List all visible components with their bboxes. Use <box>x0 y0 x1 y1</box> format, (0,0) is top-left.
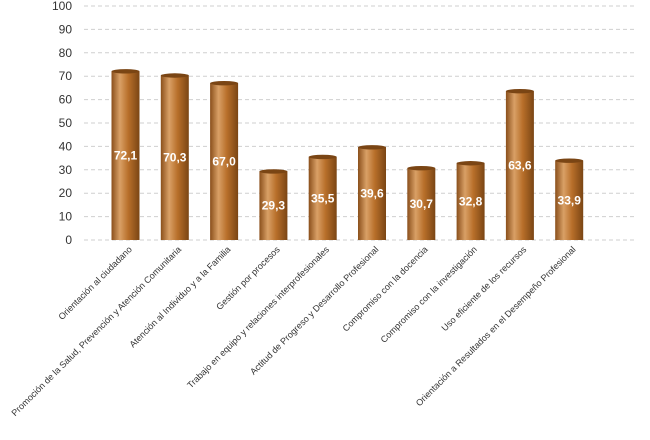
bar-top <box>308 154 337 160</box>
y-tick-label: 100 <box>52 0 72 13</box>
y-tick-label: 30 <box>59 163 73 177</box>
y-axis-ticks: 0 10 20 30 40 50 60 70 80 90 100 <box>52 0 72 247</box>
category-label: Uso eficiente de los recursos <box>440 244 529 333</box>
data-label: 70,3 <box>163 151 187 165</box>
bar-top <box>555 158 584 163</box>
bar <box>308 156 337 240</box>
data-label: 63,6 <box>508 159 532 173</box>
bar <box>407 168 436 240</box>
y-tick-label: 0 <box>65 233 72 247</box>
bar <box>111 71 140 240</box>
bar <box>259 171 288 240</box>
y-tick-label: 10 <box>59 210 73 224</box>
bar <box>358 147 386 240</box>
bars <box>111 69 584 241</box>
data-label: 72,1 <box>114 149 138 163</box>
y-tick-label: 90 <box>59 22 73 36</box>
bar-top <box>358 145 386 150</box>
bar <box>555 160 584 240</box>
data-label: 30,7 <box>410 197 434 211</box>
category-label: Compromiso con la investigación <box>379 244 479 344</box>
bar-top <box>505 88 534 94</box>
category-label: Atención al Individuo y a la Familia <box>127 244 232 349</box>
data-label: 32,8 <box>459 195 483 209</box>
y-tick-label: 50 <box>59 116 73 130</box>
y-tick-label: 70 <box>59 69 73 83</box>
bar-top <box>210 81 239 86</box>
y-tick-label: 60 <box>59 93 73 107</box>
bar-top <box>160 73 189 78</box>
data-label: 29,3 <box>262 199 286 213</box>
y-tick-label: 80 <box>59 46 73 60</box>
bar-top <box>259 169 288 174</box>
y-tick-label: 40 <box>59 139 73 153</box>
bar <box>456 163 485 240</box>
bar <box>210 83 239 240</box>
bar <box>160 75 189 240</box>
data-label: 67,0 <box>212 155 236 169</box>
category-label: Compromiso con la docencia <box>341 244 430 333</box>
bar-top <box>456 161 485 166</box>
category-label: Promoción de la Salud, Prevención y Aten… <box>10 244 184 418</box>
y-tick-label: 20 <box>59 186 73 200</box>
data-label: 33,9 <box>558 193 582 207</box>
data-label: 39,6 <box>360 187 384 201</box>
bar-top <box>407 165 436 171</box>
data-labels: 72,1 70,3 67,0 29,3 35,5 39,6 30,7 32,8 63,6 33,9 <box>114 149 581 213</box>
data-label: 35,5 <box>311 191 335 205</box>
bar-top <box>111 69 140 74</box>
bar <box>505 91 534 241</box>
